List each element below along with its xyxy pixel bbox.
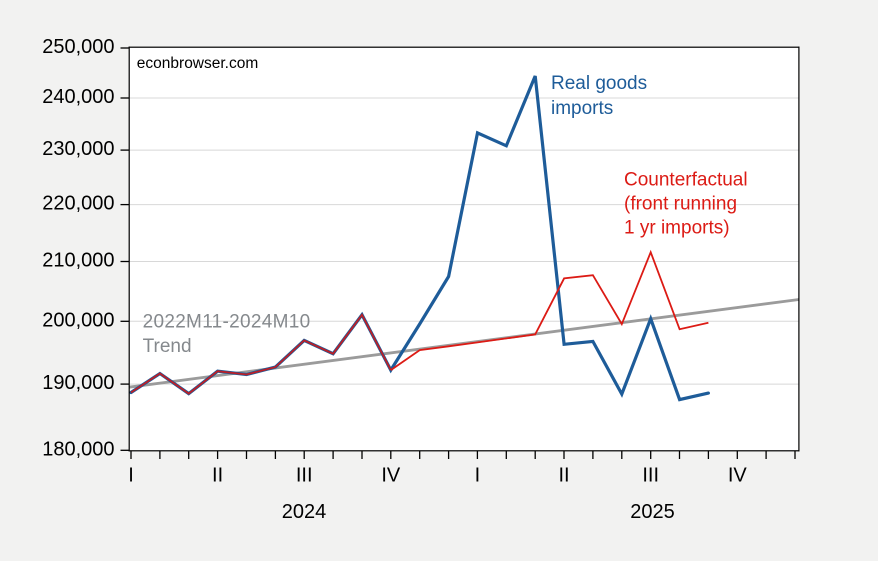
svg-text:180,000: 180,000 xyxy=(42,438,114,460)
svg-text:2022M11-2024M10: 2022M11-2024M10 xyxy=(143,312,311,333)
svg-text:IV: IV xyxy=(728,465,748,487)
svg-text:190,000: 190,000 xyxy=(42,372,114,394)
svg-text:250,000: 250,000 xyxy=(42,36,114,58)
svg-text:Counterfactual: Counterfactual xyxy=(624,170,748,191)
svg-text:2025: 2025 xyxy=(630,501,675,523)
svg-text:imports: imports xyxy=(551,98,613,119)
svg-text:I: I xyxy=(475,465,481,487)
svg-text:Trend: Trend xyxy=(143,336,192,357)
svg-text:econbrowser.com: econbrowser.com xyxy=(137,55,258,72)
svg-text:210,000: 210,000 xyxy=(42,250,114,272)
svg-text:III: III xyxy=(296,465,313,487)
svg-text:2024: 2024 xyxy=(282,501,327,523)
svg-text:Real goods: Real goods xyxy=(551,73,647,94)
svg-text:220,000: 220,000 xyxy=(42,193,114,215)
svg-text:IV: IV xyxy=(381,465,401,487)
svg-text:1 yr imports): 1 yr imports) xyxy=(624,218,730,239)
svg-text:240,000: 240,000 xyxy=(42,86,114,108)
svg-text:I: I xyxy=(128,465,134,487)
svg-text:230,000: 230,000 xyxy=(42,138,114,160)
svg-text:(front running: (front running xyxy=(624,193,737,214)
svg-text:III: III xyxy=(642,465,659,487)
svg-text:II: II xyxy=(558,465,569,487)
svg-text:II: II xyxy=(212,465,223,487)
svg-text:200,000: 200,000 xyxy=(42,309,114,331)
